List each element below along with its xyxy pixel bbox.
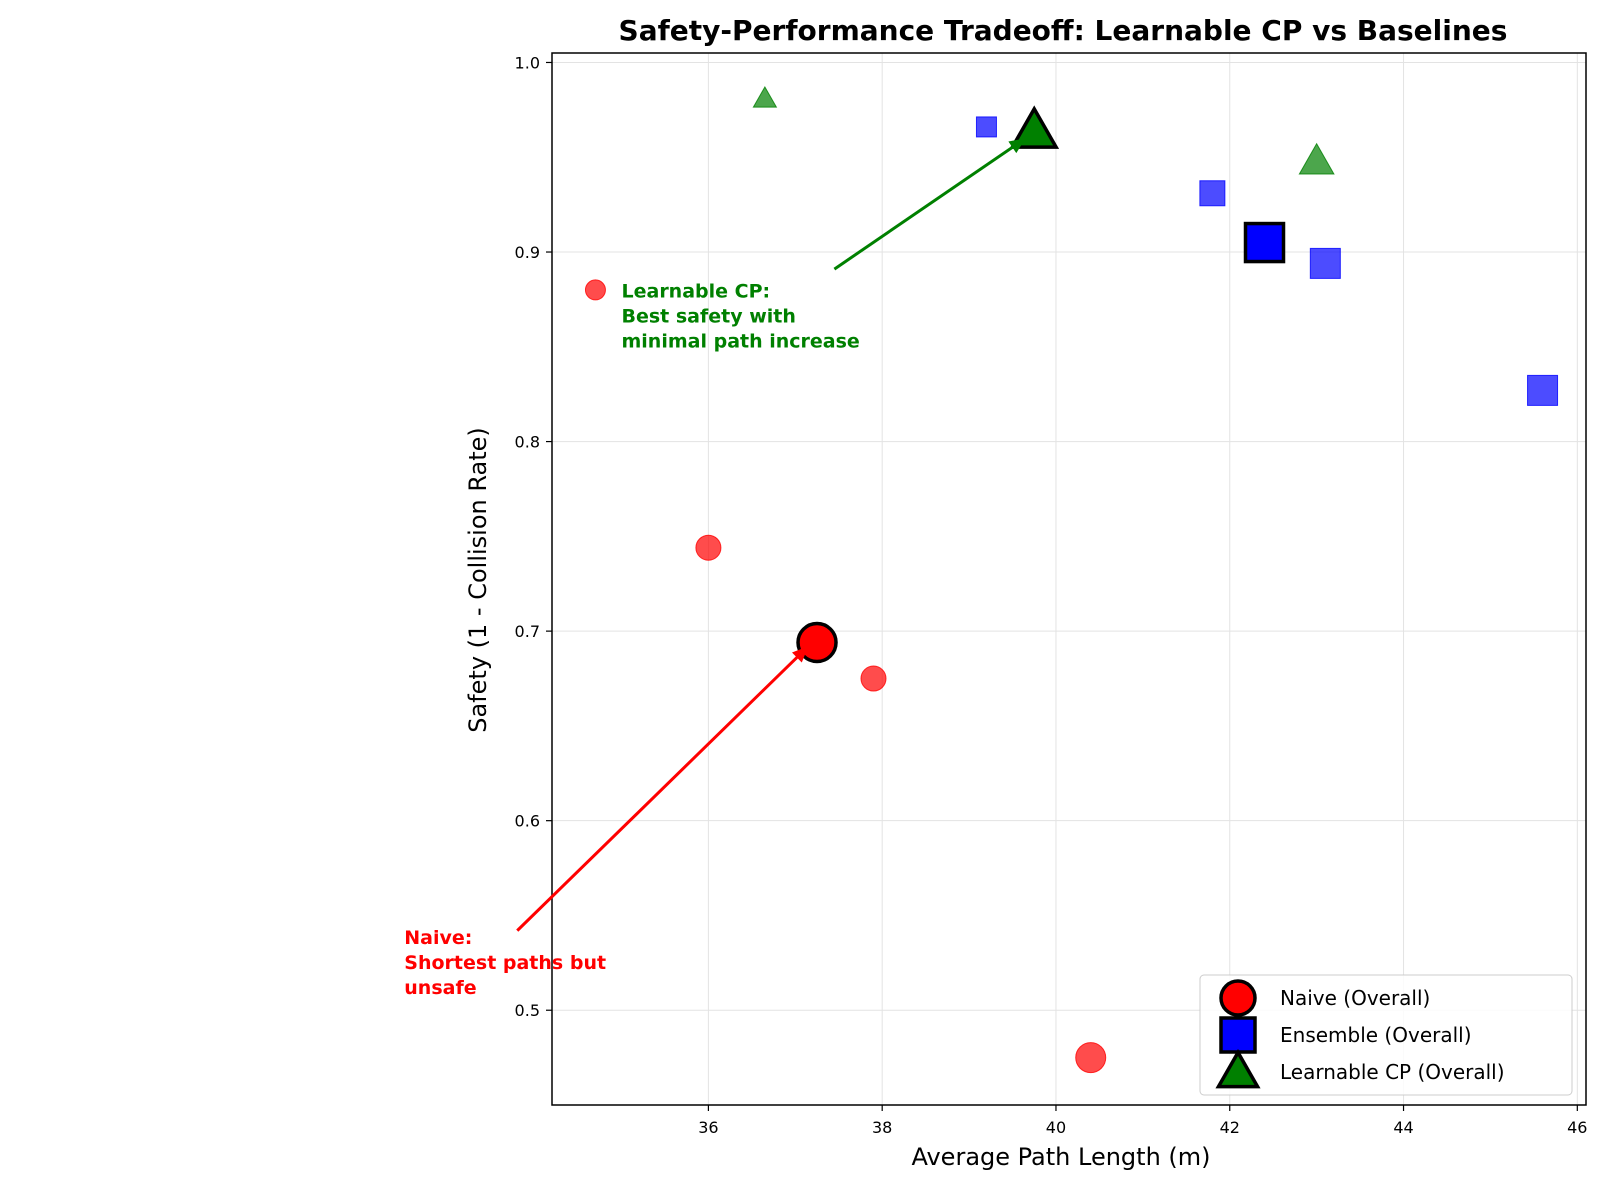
chart-title: Safety-Performance Tradeoff: Learnable C…: [619, 14, 1508, 47]
x-tick-label: 42: [1220, 1118, 1240, 1137]
x-tick-label: 46: [1567, 1118, 1587, 1137]
legend-label: Ensemble (Overall): [1280, 1023, 1472, 1047]
overall-points: [796, 105, 1286, 664]
overall-point-triangle: [1009, 105, 1060, 149]
y-tick-label: 0.5: [515, 1001, 540, 1020]
data-point-circle: [860, 665, 887, 692]
x-tick-label: 44: [1393, 1118, 1413, 1137]
overall-point-square: [1243, 221, 1286, 264]
data-point-square: [1199, 180, 1226, 207]
legend-label: Learnable CP (Overall): [1280, 1060, 1505, 1084]
overall-point-circle: [796, 621, 838, 664]
annotation-text: Learnable CP: Best safety with minimal pat…: [622, 281, 860, 353]
annotation-arrow: [516, 645, 810, 932]
annotation-line: Best safety with: [622, 306, 796, 328]
grid: [552, 53, 1586, 1105]
data-point-square: [1309, 247, 1341, 279]
y-axis-label: Safety (1 - Collision Rate): [464, 427, 492, 732]
y-tick-label: 0.7: [515, 622, 540, 641]
x-axis-label: Average Path Length (m): [911, 1143, 1210, 1171]
x-tick-label: 38: [872, 1118, 892, 1137]
annotation-line: Naive:: [404, 927, 472, 949]
y-tick-label: 0.8: [515, 433, 540, 452]
data-point-square: [1527, 374, 1559, 406]
x-tick-label: 36: [698, 1118, 718, 1137]
data-point-circle: [584, 279, 606, 301]
legend-marker-circle: [1219, 979, 1257, 1017]
legend-label: Naive (Overall): [1280, 986, 1430, 1010]
data-points: [584, 85, 1559, 1074]
legend-marker-triangle: [1215, 1048, 1261, 1089]
legend-marker-square: [1219, 1016, 1257, 1054]
axis-ticks: 36 38 40 42 44 46 0.5 0.6 0.7 0.8 0.9 1.0: [515, 53, 1588, 1137]
annotation-arrowhead: [1008, 138, 1026, 154]
data-point-circle: [1075, 1042, 1107, 1074]
plot-area-frame: [551, 52, 1587, 1106]
x-tick-label: 40: [1046, 1118, 1066, 1137]
annotation-line: Shortest paths but: [404, 952, 606, 974]
annotations: Naive: Shortest paths but unsafe Learnable …: [404, 137, 1027, 999]
y-tick-label: 0.6: [515, 812, 540, 831]
annotation-line: unsafe: [404, 977, 476, 999]
data-point-triangle: [752, 85, 778, 108]
annotation-line: Learnable CP:: [622, 281, 771, 303]
annotation-line: minimal path increase: [622, 331, 860, 353]
annotation-arrowhead: [791, 646, 809, 663]
data-point-circle: [695, 534, 722, 561]
legend-box: [1199, 974, 1573, 1096]
data-point-triangle: [1298, 142, 1335, 175]
annotation-text: Naive: Shortest paths but unsafe: [404, 927, 606, 999]
annotation-arrow: [833, 137, 1027, 271]
data-point-square: [975, 116, 997, 138]
y-tick-label: 1.0: [515, 53, 540, 72]
y-tick-label: 0.9: [515, 243, 540, 262]
legend: Naive (Overall) Ensemble (Overall) Learnab…: [1199, 974, 1573, 1096]
